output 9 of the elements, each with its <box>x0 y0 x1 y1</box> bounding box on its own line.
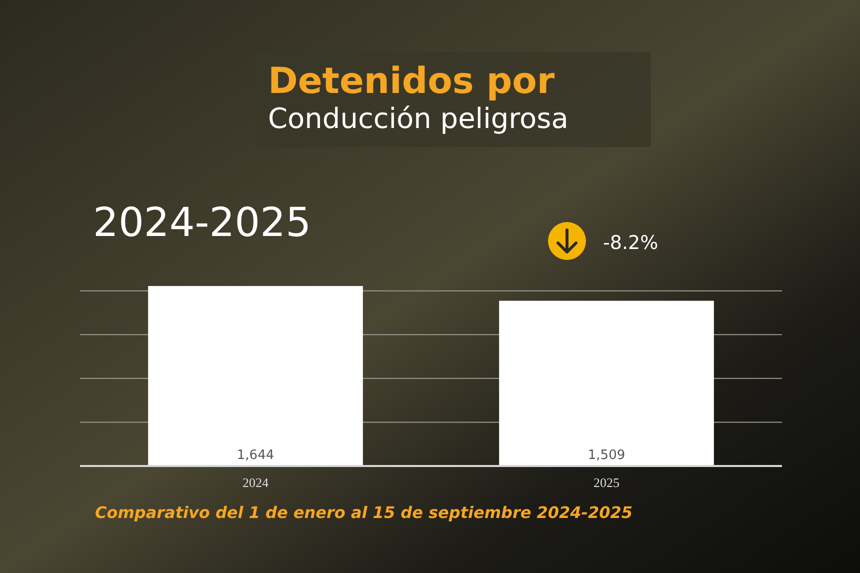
text: 2024-2025 <box>93 200 312 246</box>
data-label: 1,509 <box>588 448 626 463</box>
chart-subtitle: Conducción peligrosa <box>268 102 568 135</box>
data-label: 1,644 <box>236 448 274 463</box>
chart-title: Detenidos por <box>268 61 555 102</box>
x-tick-label: 2024 <box>242 475 269 490</box>
x-tick-label: 2025 <box>594 475 620 490</box>
text: Comparativo del 1 de enero al 15 de septiembre 2024-2025 <box>95 503 632 522</box>
text: -8.2% <box>603 232 658 254</box>
